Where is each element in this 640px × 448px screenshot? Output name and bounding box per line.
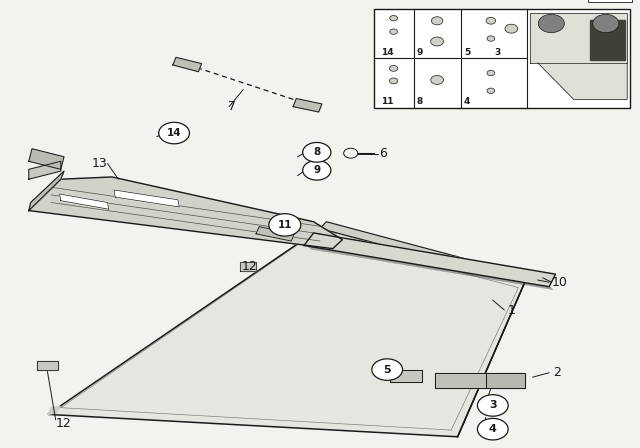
Circle shape xyxy=(269,214,301,236)
Text: 14: 14 xyxy=(381,48,394,57)
Text: 5: 5 xyxy=(383,365,391,375)
Polygon shape xyxy=(390,370,422,382)
Polygon shape xyxy=(173,57,202,72)
Text: 3: 3 xyxy=(495,48,501,57)
Text: 14: 14 xyxy=(167,128,181,138)
Text: 11: 11 xyxy=(278,220,292,230)
Circle shape xyxy=(487,36,495,41)
Text: 5: 5 xyxy=(464,48,470,57)
Circle shape xyxy=(431,37,444,46)
Text: 8: 8 xyxy=(313,147,321,157)
Bar xyxy=(374,9,630,108)
Circle shape xyxy=(487,70,495,76)
Circle shape xyxy=(486,17,496,24)
Polygon shape xyxy=(435,373,486,388)
Polygon shape xyxy=(293,99,322,112)
Polygon shape xyxy=(114,190,179,207)
Text: 7: 7 xyxy=(228,100,236,113)
Polygon shape xyxy=(48,228,525,437)
Text: 12: 12 xyxy=(242,260,257,273)
Polygon shape xyxy=(486,373,525,388)
Circle shape xyxy=(487,88,495,94)
Polygon shape xyxy=(590,20,625,60)
Text: 8: 8 xyxy=(417,97,423,106)
Polygon shape xyxy=(538,63,627,99)
Circle shape xyxy=(505,24,518,33)
Text: 9: 9 xyxy=(417,48,423,57)
Circle shape xyxy=(431,17,443,25)
Polygon shape xyxy=(37,361,58,370)
Text: 1: 1 xyxy=(508,303,516,317)
Circle shape xyxy=(303,160,331,180)
Polygon shape xyxy=(304,233,556,287)
Polygon shape xyxy=(60,194,109,209)
Polygon shape xyxy=(530,13,627,63)
Text: 4: 4 xyxy=(489,424,497,434)
Polygon shape xyxy=(240,262,256,271)
Circle shape xyxy=(159,122,189,144)
Text: 13: 13 xyxy=(92,157,107,170)
Polygon shape xyxy=(29,161,61,179)
Circle shape xyxy=(303,142,331,162)
Circle shape xyxy=(390,16,397,21)
Text: 3: 3 xyxy=(489,401,497,410)
Polygon shape xyxy=(320,222,528,282)
Polygon shape xyxy=(29,149,64,169)
Polygon shape xyxy=(256,227,294,241)
Text: 12: 12 xyxy=(56,417,72,430)
Circle shape xyxy=(477,418,508,440)
Circle shape xyxy=(389,78,398,84)
Text: 11: 11 xyxy=(381,97,394,106)
Circle shape xyxy=(593,14,619,33)
Circle shape xyxy=(477,395,508,416)
Polygon shape xyxy=(48,406,60,414)
Text: 6: 6 xyxy=(379,147,387,160)
Circle shape xyxy=(431,75,444,84)
Text: 2: 2 xyxy=(553,366,561,379)
Circle shape xyxy=(390,29,397,34)
Polygon shape xyxy=(29,171,64,211)
Text: C004-8887: C004-8887 xyxy=(589,0,630,1)
Polygon shape xyxy=(29,177,342,249)
Text: 10: 10 xyxy=(552,276,568,289)
Circle shape xyxy=(538,14,564,33)
Circle shape xyxy=(372,359,403,380)
Circle shape xyxy=(389,65,398,71)
Text: 9: 9 xyxy=(313,165,321,175)
Circle shape xyxy=(344,148,358,158)
Text: 4: 4 xyxy=(464,97,470,106)
